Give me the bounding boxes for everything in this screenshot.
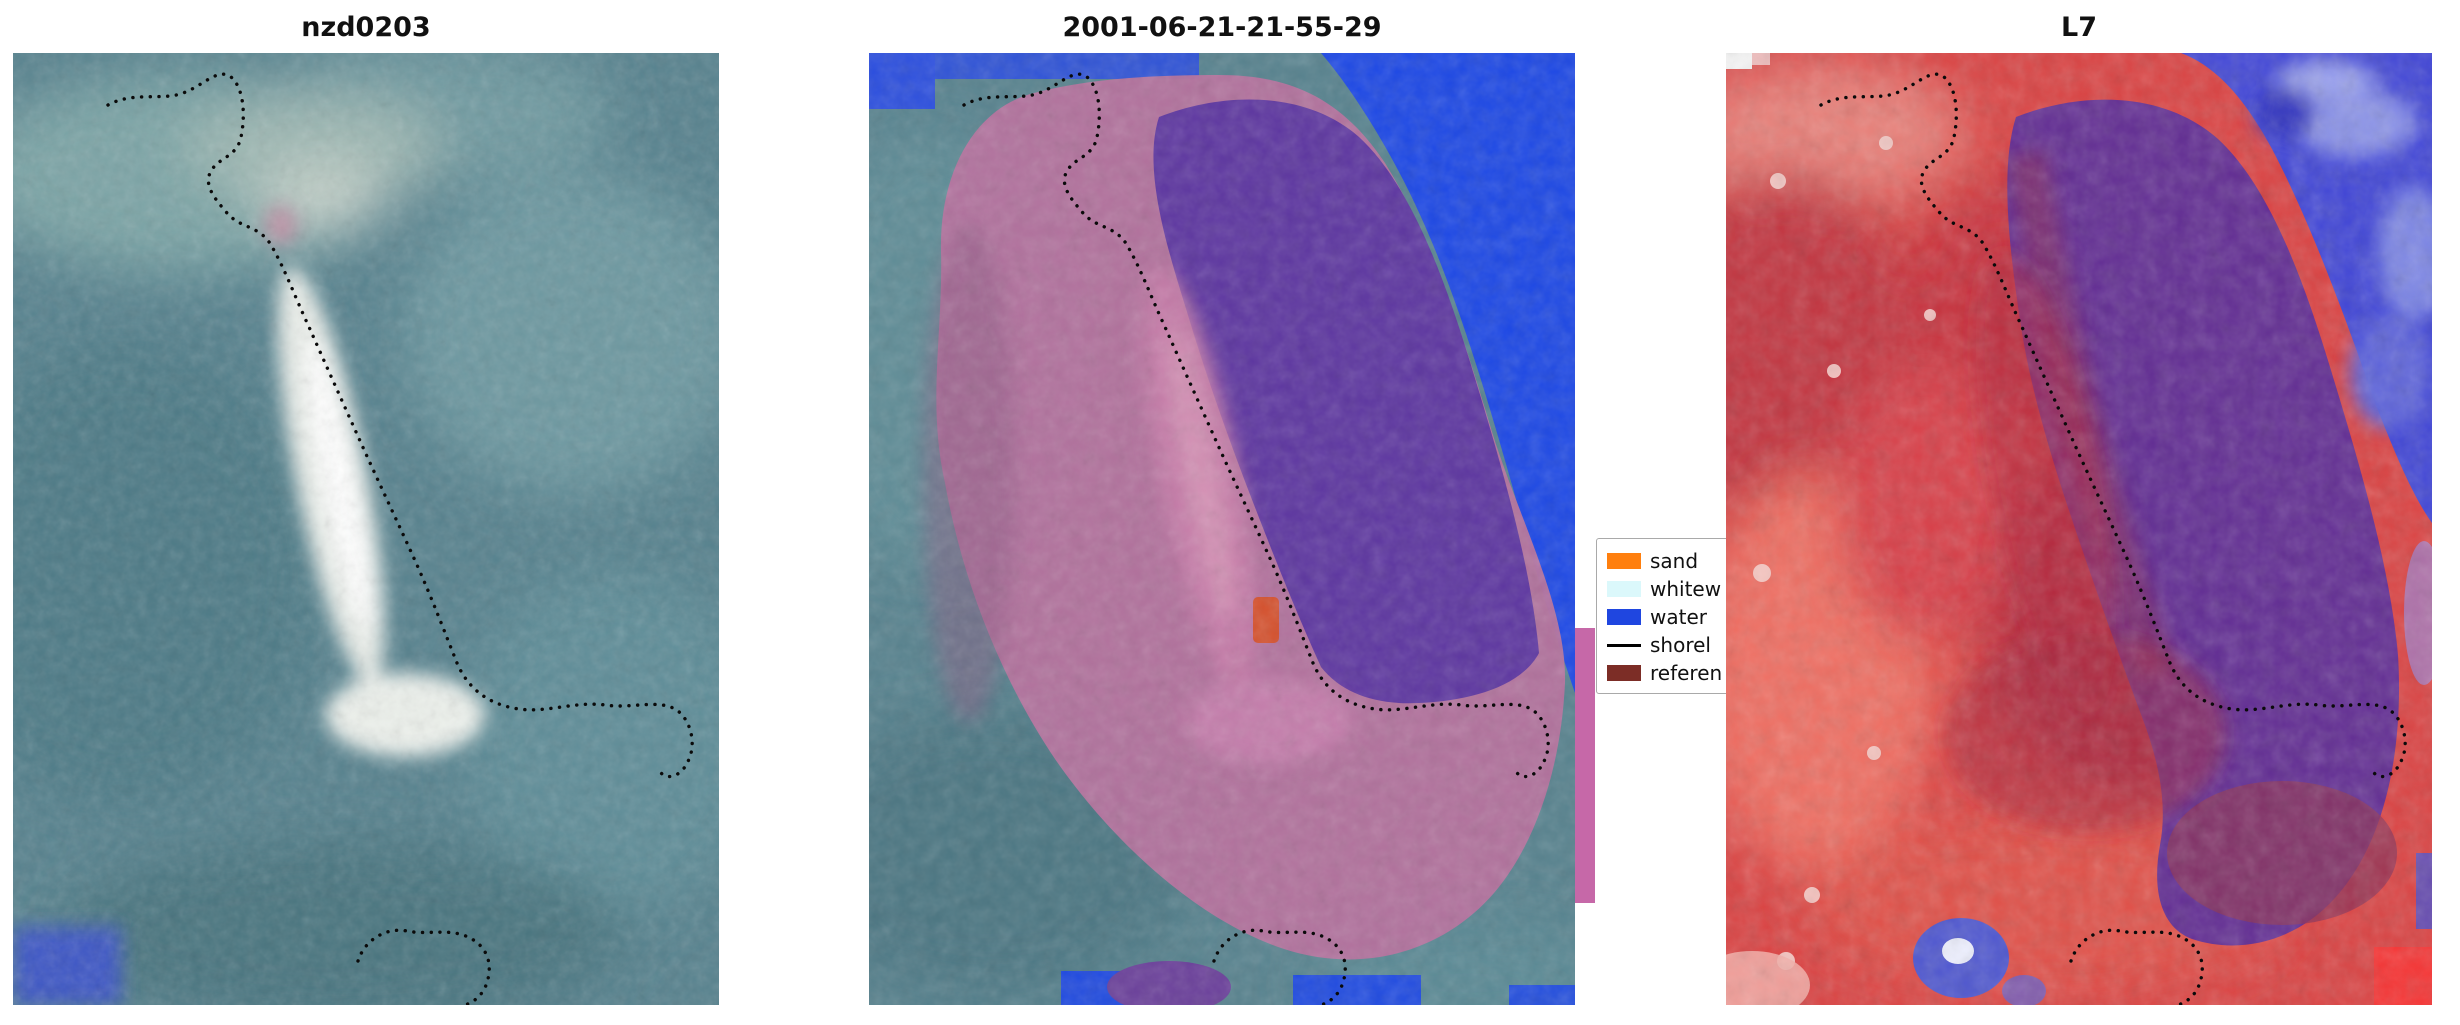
shoreline-line-swatch bbox=[1607, 643, 1641, 647]
satellite-rgb-image bbox=[13, 53, 719, 1005]
panel-l7 bbox=[1726, 53, 2432, 1005]
legend-label: water bbox=[1650, 605, 1707, 629]
legend-item-shoreline: shorel bbox=[1607, 631, 1800, 659]
legend-label: shorel bbox=[1650, 633, 1711, 657]
classified-overlay-image bbox=[869, 53, 1575, 1005]
whitewater-swatch bbox=[1607, 581, 1641, 597]
legend-label: whitew bbox=[1650, 577, 1722, 601]
magenta-strip bbox=[1575, 628, 1595, 903]
false-colour-image bbox=[1726, 53, 2432, 1005]
panel-title-nzd0203: nzd0203 bbox=[301, 12, 431, 43]
panel-title-date: 2001-06-21-21-55-29 bbox=[1062, 12, 1382, 43]
water-swatch bbox=[1607, 609, 1641, 625]
legend-item-sand: sand bbox=[1607, 547, 1800, 575]
panel-classification bbox=[869, 53, 1575, 1005]
reference-swatch bbox=[1607, 665, 1641, 681]
legend-item-water: water bbox=[1607, 603, 1800, 631]
legend-label: sand bbox=[1650, 549, 1699, 573]
legend-item-whitewater: whitew bbox=[1607, 575, 1800, 603]
sand-swatch bbox=[1607, 553, 1641, 569]
panel-nzd0203 bbox=[13, 53, 719, 1005]
legend-label: referen bbox=[1650, 661, 1723, 685]
legend-item-reference: referen bbox=[1607, 659, 1800, 687]
panel-title-l7: L7 bbox=[2061, 12, 2097, 43]
